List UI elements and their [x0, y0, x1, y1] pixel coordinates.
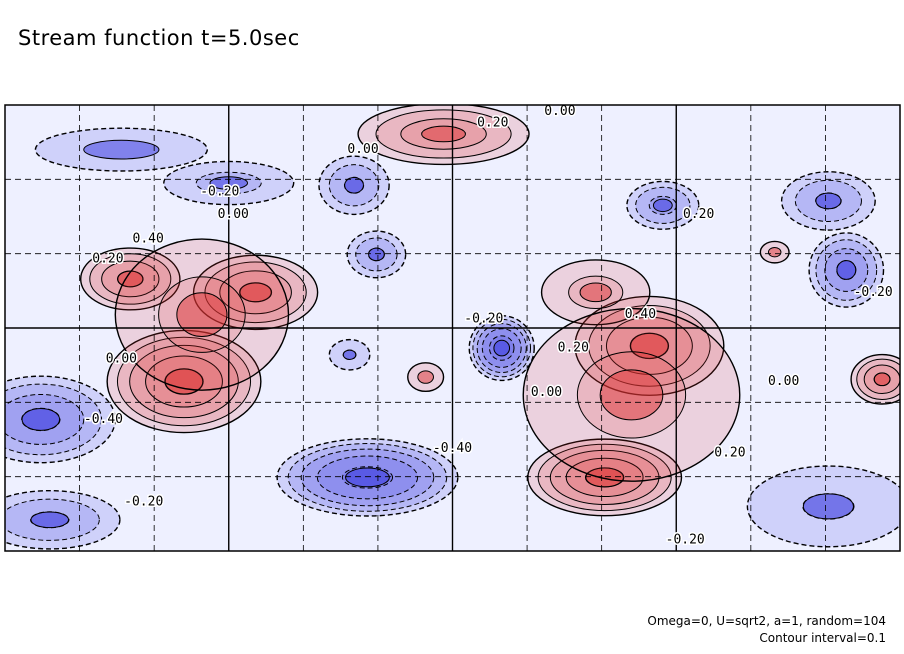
extremum-negative-13	[5, 489, 121, 550]
contour-core	[30, 511, 70, 529]
extremum-negative-12	[5, 375, 116, 464]
parameter-note: Omega=0, U=sqrt2, a=1, random=104	[647, 614, 886, 628]
contour-label: 0.00	[768, 374, 799, 389]
extremum-positive-24	[759, 240, 790, 264]
contour-label: 0.20	[683, 207, 714, 222]
grid-layer	[5, 105, 900, 551]
contour-core	[417, 370, 434, 384]
plot-frame	[4, 104, 901, 552]
extremum-positive-8	[522, 307, 741, 482]
extremum-positive-0	[357, 105, 530, 166]
contour-label: 0.20	[92, 251, 123, 266]
page-title: Stream function t=5.0sec	[18, 26, 300, 50]
contour-core	[873, 372, 891, 387]
contour-label: 0.20	[477, 115, 508, 130]
contour-label: 0.00	[218, 207, 249, 222]
extremum-positive-3	[192, 254, 319, 331]
contour-label: 0.00	[531, 385, 562, 400]
contour-core	[599, 369, 664, 421]
contour-label: 0.40	[625, 307, 656, 322]
contour-label-layer: 0.00 0.20 0.00 -0.20 0.00 0.40 0.20 0.20 -0.20 -0…	[82, 104, 894, 549]
contour-label: -0.40	[84, 412, 123, 427]
extremum-negative-16	[626, 180, 700, 230]
contour-core	[802, 493, 854, 520]
extremum-negative-22	[746, 465, 900, 548]
contour-core	[493, 339, 511, 357]
contour-core	[815, 192, 842, 210]
extremum-positive-23	[407, 362, 445, 393]
contour-label: -0.20	[666, 532, 705, 547]
contour-label: -0.20	[124, 494, 163, 509]
contour-interval-note: Contour interval=0.1	[759, 631, 886, 645]
extremum-negative-11	[468, 314, 535, 382]
contour-core	[368, 247, 385, 262]
contour-core	[21, 408, 61, 431]
contour-core	[83, 139, 160, 160]
extremum-negative-17	[318, 155, 390, 216]
extremum-positive-2	[79, 247, 181, 311]
contour-core	[585, 467, 624, 488]
extremum-positive-7	[527, 438, 683, 517]
contour-label: -0.20	[200, 184, 239, 199]
extremum-negative-21	[34, 127, 208, 172]
contour-core	[164, 368, 204, 395]
extremum-positive-4	[114, 238, 290, 391]
contour-label: 0.20	[714, 445, 745, 460]
extremum-negative-14	[808, 232, 885, 308]
contour-label: -0.20	[464, 312, 503, 327]
contour-core	[421, 125, 466, 143]
contour-core	[652, 198, 673, 213]
contour-core	[342, 349, 357, 360]
contour-core	[345, 467, 390, 488]
contour-core	[767, 246, 782, 258]
contour-label: -0.40	[433, 441, 472, 456]
extremum-negative-15	[780, 171, 876, 231]
extremum-positive-1	[106, 329, 262, 434]
contour-core	[176, 292, 228, 337]
contour-core	[344, 176, 364, 194]
extremum-negative-10	[276, 438, 459, 517]
contour-label: 0.20	[558, 341, 589, 356]
extremum-negative-20	[328, 338, 371, 371]
contour-label: -0.20	[854, 285, 893, 300]
contour-label: 0.00	[544, 104, 575, 119]
extremum-positive-9	[850, 353, 900, 405]
contour-label: 0.40	[133, 231, 164, 246]
extremum-negative-18	[346, 230, 407, 279]
contour-label: 0.00	[106, 352, 137, 367]
contour-core	[579, 282, 612, 303]
contour-core	[836, 260, 857, 280]
contour-core	[239, 282, 272, 303]
contour-label: 0.00	[347, 142, 378, 157]
